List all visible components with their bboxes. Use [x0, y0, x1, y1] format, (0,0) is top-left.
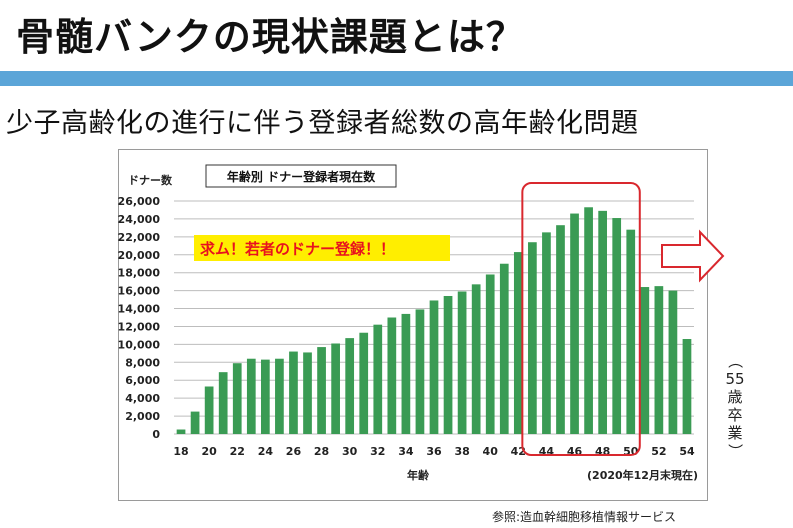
- x-tick-label: 26: [286, 445, 302, 458]
- bar: [528, 242, 537, 434]
- x-tick-label: 32: [370, 445, 385, 458]
- chart-frame: [118, 149, 708, 501]
- bar: [626, 229, 636, 434]
- y-tick-label: 12,000: [118, 320, 160, 333]
- bar: [584, 207, 593, 434]
- highlight-box: [521, 182, 641, 456]
- page-subtitle: 少子高齢化の進行に伴う登録者総数の高年齢化問題: [6, 108, 639, 139]
- x-tick-label: 46: [567, 445, 583, 458]
- bar: [246, 358, 256, 434]
- bar: [204, 386, 214, 434]
- x-tick-label: 28: [314, 445, 329, 458]
- y-tick-label: 10,000: [118, 338, 160, 351]
- side-note-char: 卒: [727, 406, 743, 424]
- y-tick-label: 2,000: [125, 410, 160, 423]
- bar: [387, 317, 397, 434]
- side-note-char: 業: [727, 424, 743, 442]
- bar: [485, 274, 495, 434]
- x-tick-label: 50: [623, 445, 639, 458]
- x-tick-label: 20: [201, 445, 217, 458]
- bar: [542, 232, 551, 434]
- bar: [682, 339, 692, 434]
- y-tick-label: 24,000: [118, 213, 160, 226]
- side-note-char: 歳: [727, 388, 743, 406]
- donor-age-bar-chart: 0 2,000 4,000 6,000 8,000 10,000 12,000 14,000 1…: [118, 164, 698, 482]
- bar: [499, 263, 509, 434]
- x-tick-label: 40: [483, 445, 499, 458]
- x-tick-label: 18: [173, 445, 188, 458]
- right-arrow-icon: [661, 229, 725, 283]
- date-note: (2020年12月末現在): [587, 468, 698, 482]
- bar: [640, 287, 650, 434]
- bar: [556, 225, 565, 434]
- bar: [190, 411, 200, 434]
- bar: [331, 343, 340, 434]
- bar: [218, 372, 228, 434]
- bar: [401, 313, 411, 434]
- y-tick-label: 18,000: [118, 267, 160, 280]
- side-note-char: ）: [726, 443, 744, 459]
- x-tick-label: 36: [426, 445, 442, 458]
- bar: [275, 358, 284, 434]
- bar: [570, 213, 579, 434]
- bar: [317, 347, 326, 434]
- x-tick-label: 48: [595, 445, 610, 458]
- bar: [415, 309, 425, 434]
- annotation-text: 求ム！若者のドナー登録！！: [200, 240, 395, 258]
- x-tick-label: 54: [679, 445, 695, 458]
- bar: [668, 290, 678, 434]
- bar: [260, 359, 270, 434]
- chart-title-box: [205, 164, 397, 188]
- bar: [457, 291, 467, 434]
- bar: [513, 252, 523, 434]
- x-tick-label: 52: [651, 445, 666, 458]
- y-tick-label: 6,000: [125, 374, 160, 387]
- x-axis-label: 年齢: [407, 468, 430, 482]
- page-title: 骨髄バンクの現状課題とは？: [16, 15, 525, 59]
- y-axis-label: ドナー数: [128, 173, 173, 187]
- side-note-char: 55: [725, 370, 745, 388]
- bar: [598, 210, 608, 434]
- bar: [303, 352, 312, 434]
- annotation-highlight: [194, 235, 450, 261]
- side-note-char: （: [726, 353, 744, 369]
- source-citation: 参照:造血幹細胞移植情報サービス: [492, 510, 677, 524]
- x-tick-label: 44: [539, 445, 555, 458]
- x-tick-label: 38: [454, 445, 469, 458]
- age-55-graduation-note: （ 55 歳 卒 業 ）: [722, 352, 748, 460]
- bar: [176, 429, 186, 434]
- bar: [429, 300, 439, 434]
- bar: [359, 332, 369, 434]
- x-tick-label: 22: [230, 445, 245, 458]
- bar: [232, 363, 242, 434]
- y-tick-label: 26,000: [118, 195, 160, 208]
- x-tick-label: 24: [258, 445, 274, 458]
- y-tick-label: 16,000: [118, 285, 160, 298]
- chart-title: 年齢別 ドナー登録者現在数: [227, 169, 376, 184]
- y-tick-label: 0: [152, 428, 160, 441]
- y-tick-label: 14,000: [118, 303, 160, 316]
- bar: [612, 218, 622, 434]
- bar: [654, 286, 664, 434]
- bar: [373, 324, 383, 434]
- bar: [471, 284, 481, 434]
- x-tick-label: 30: [342, 445, 358, 458]
- y-tick-label: 22,000: [118, 231, 160, 244]
- bar: [345, 338, 355, 434]
- title-divider-band: [0, 71, 793, 86]
- x-tick-label: 34: [398, 445, 414, 458]
- y-tick-label: 4,000: [125, 392, 160, 405]
- y-tick-label: 20,000: [118, 249, 160, 262]
- y-tick-label: 8,000: [125, 356, 160, 369]
- bar: [289, 351, 298, 434]
- bar: [443, 295, 453, 434]
